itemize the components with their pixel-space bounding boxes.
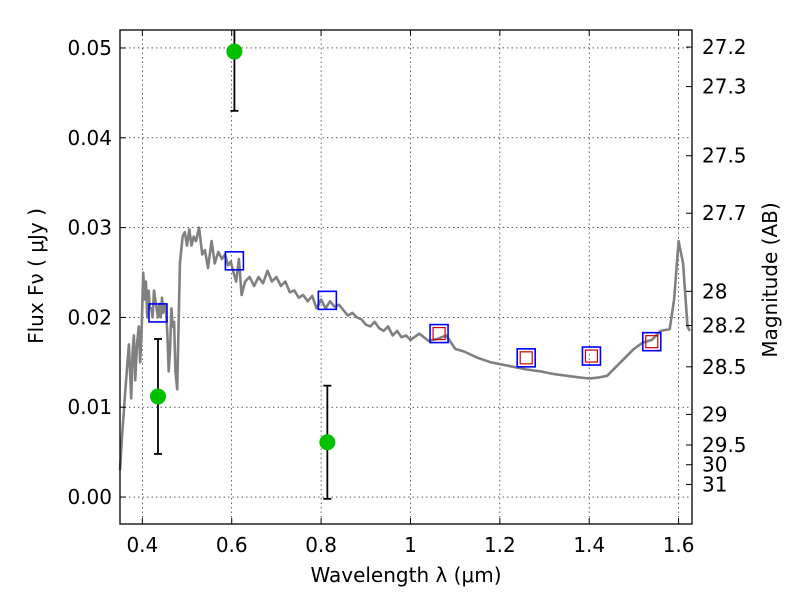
y-tick-label: 0.00 [67,485,112,509]
right-tick-label: 27.7 [702,201,747,225]
model-photometry-inner [645,335,659,349]
right-tick-label: 27.2 [702,35,747,59]
model-photometry-square [581,346,602,366]
x-tick-label: 1.4 [573,533,605,557]
model-photometry-inner [432,326,446,341]
model-photometry-square [224,251,245,271]
ticks: 0.4 0.6 0.8 1 1.2 1.4 1.6 0.00 0.01 0.02 0.03 0.04 0… [67,30,747,557]
right-tick-label: 29 [702,402,727,426]
y-tick-label: 0.01 [67,395,112,419]
y-axis-label: Flux Fν ( μJy ) [24,208,48,344]
y-tick-label: 0.04 [67,126,112,150]
right-axis-label: Magnitude (AB) [758,202,782,357]
grid [120,30,692,524]
y-tick-label: 0.05 [67,36,112,60]
model-photometry-inner [584,349,599,363]
right-tick-label: 30 [702,453,727,477]
right-tick-label: 27.3 [702,75,747,99]
x-tick-label: 0.4 [126,533,158,557]
data-markers [148,30,662,500]
model-photometry-inner [519,351,533,365]
x-tick-label: 1.2 [484,533,516,557]
right-tick-label: 31 [702,472,727,496]
x-tick-label: 1 [404,533,417,557]
right-tick-label: 29.5 [702,433,747,457]
model-photometry-square [516,348,537,368]
y-tick-label: 0.03 [67,216,112,240]
model-spectrum-line [118,226,691,471]
observed-point [149,388,166,405]
plot-frame [119,29,693,525]
x-tick-label: 1.6 [663,533,695,557]
right-tick-label: 28.2 [702,314,747,338]
model-photometry-square [641,331,662,352]
y-tick-label: 0.02 [67,305,112,329]
model-spectrum [118,226,691,471]
right-tick-label: 28.5 [702,355,747,379]
model-photometry-square [317,290,338,311]
right-tick-label: 27.5 [702,144,747,168]
model-photometry-square [148,303,168,323]
model-photometry-square [429,323,449,344]
right-tick-label: 28 [702,279,727,303]
x-tick-label: 0.8 [305,533,337,557]
observed-point [319,434,336,451]
x-tick-label: 0.6 [216,533,248,557]
observed-point [226,43,243,60]
x-axis-label: Wavelength λ (μm) [310,563,501,587]
